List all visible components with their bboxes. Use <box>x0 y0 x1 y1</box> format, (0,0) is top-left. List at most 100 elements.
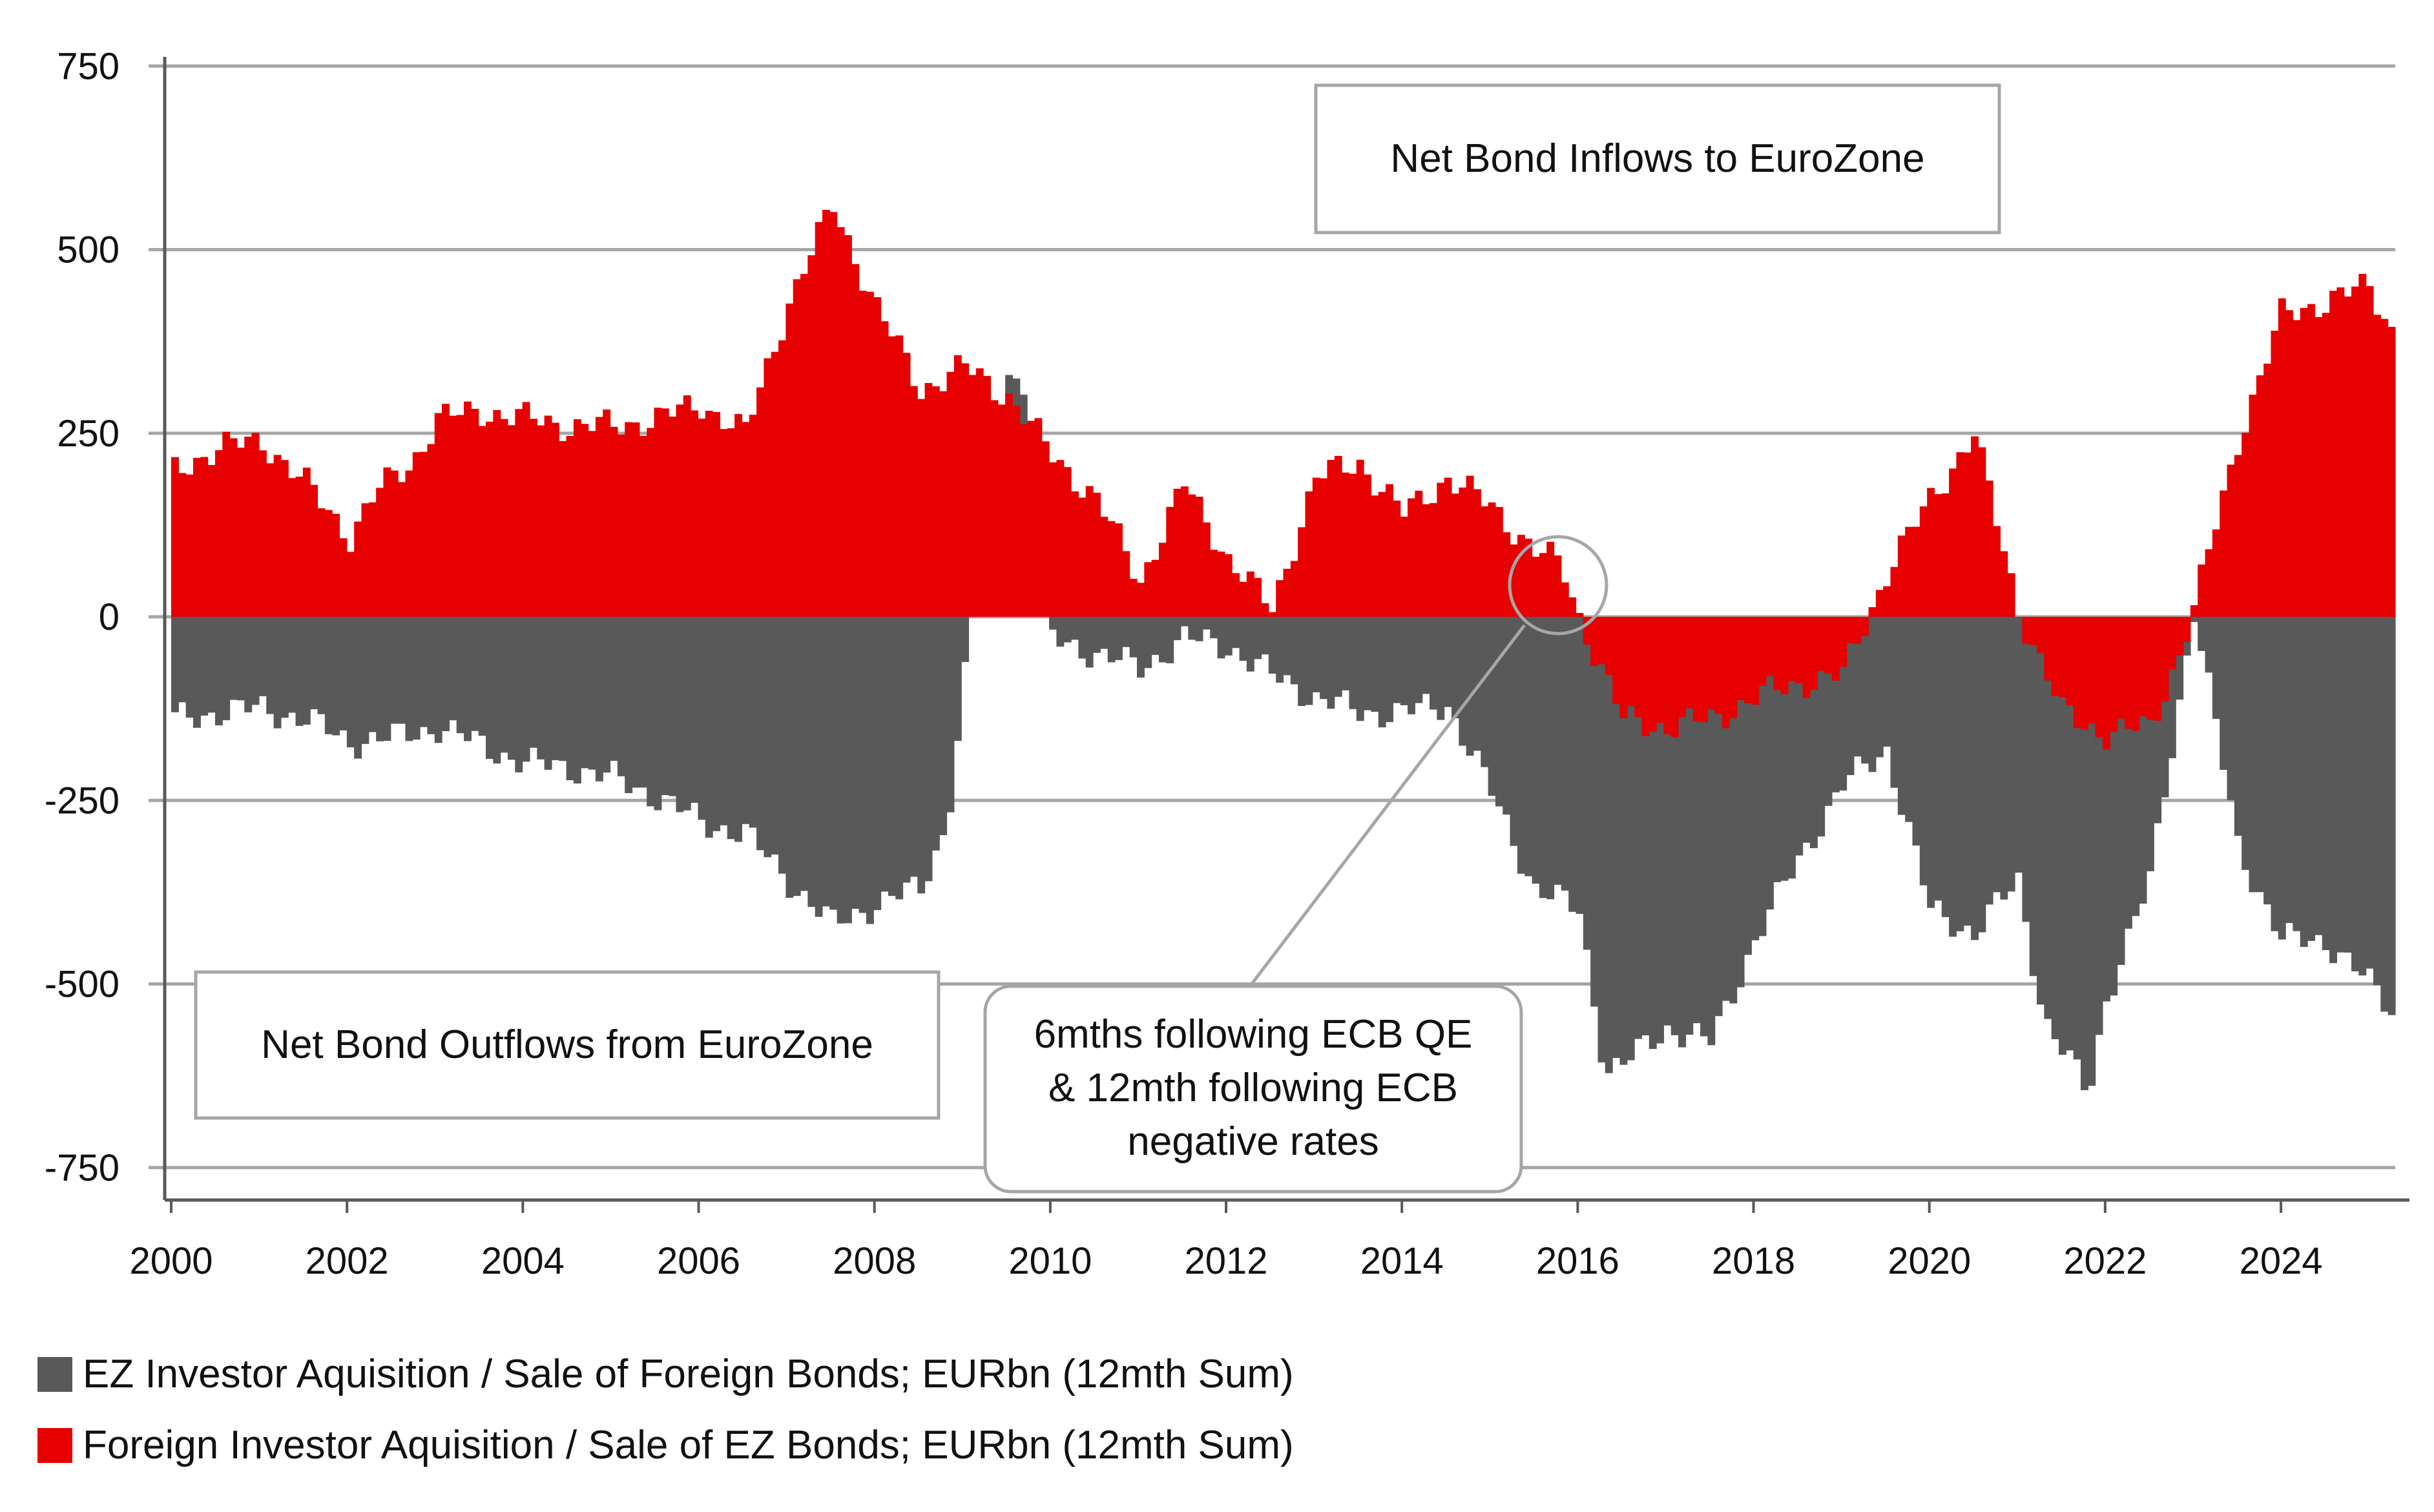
annotation-ecb-box <box>983 984 1523 1194</box>
bar <box>500 617 508 753</box>
bar <box>1949 468 1957 617</box>
bar <box>317 617 326 714</box>
bar <box>1173 488 1181 617</box>
bar <box>1831 617 1840 792</box>
bar <box>1180 486 1189 617</box>
bar <box>2322 313 2330 617</box>
bar <box>1342 617 1350 690</box>
bar <box>1261 617 1269 655</box>
annotation-ecb: 6mths following ECB QE & 12mth following… <box>983 535 1608 1194</box>
bar <box>1393 501 1401 617</box>
bar <box>1378 617 1386 728</box>
bar <box>2146 617 2154 871</box>
annotation-outflows-text: Net Bond Outflows from EuroZone <box>261 1022 873 1067</box>
bar <box>1839 617 1847 791</box>
bar <box>258 450 267 617</box>
bar <box>1714 617 1723 714</box>
bar <box>2132 617 2140 731</box>
bar <box>2249 395 2257 617</box>
bar <box>2234 617 2242 836</box>
bar <box>2300 617 2308 948</box>
bar <box>1590 617 1599 667</box>
bar <box>742 617 750 824</box>
bar <box>2044 617 2052 681</box>
bar <box>2380 318 2389 617</box>
bar <box>581 617 589 769</box>
bar <box>793 617 801 896</box>
bar <box>1875 617 1884 758</box>
bar <box>1817 617 1826 671</box>
bar <box>236 448 245 617</box>
bar <box>654 408 662 617</box>
bar <box>1422 504 1430 617</box>
bar <box>866 291 874 617</box>
bar <box>2124 617 2132 929</box>
bar <box>1627 617 1635 707</box>
bar <box>1758 617 1767 686</box>
bar <box>1422 617 1430 694</box>
bar <box>1224 617 1233 656</box>
bar <box>756 387 764 617</box>
bar <box>515 617 523 772</box>
bar <box>471 408 479 617</box>
bar <box>368 502 377 617</box>
bar <box>1729 617 1738 1004</box>
bar <box>390 470 399 617</box>
bar <box>1202 522 1211 617</box>
bar <box>1744 617 1752 955</box>
bar <box>405 470 413 617</box>
bar <box>2176 617 2184 656</box>
bar <box>873 297 882 617</box>
bar <box>1656 617 1665 723</box>
bar <box>2102 617 2110 750</box>
bar <box>214 617 223 726</box>
bar <box>1195 617 1203 641</box>
bar <box>442 617 450 732</box>
bar <box>1941 617 1950 917</box>
bar <box>1210 617 1218 639</box>
bar <box>1941 493 1950 617</box>
bar <box>1700 617 1708 723</box>
bar <box>310 484 318 617</box>
bar <box>434 617 442 743</box>
bar <box>442 404 450 617</box>
bar <box>990 400 999 617</box>
bar <box>734 414 743 617</box>
bar <box>771 617 779 855</box>
annotation-ecb-leader <box>1249 624 1526 988</box>
y-tick-label: -750 <box>45 1147 120 1189</box>
bar <box>2007 573 2015 617</box>
bar <box>1298 527 1306 617</box>
bar <box>880 321 889 617</box>
bar <box>1122 551 1130 617</box>
y-tick-labels: 750 500 250 0 -250 -500 -750 <box>45 45 120 1189</box>
bar <box>2168 617 2176 670</box>
bar <box>573 617 581 784</box>
bar <box>917 399 926 617</box>
bar <box>573 419 581 617</box>
bar <box>1063 617 1072 643</box>
bar <box>1481 506 1489 617</box>
bar <box>1956 452 1964 617</box>
bar <box>2271 330 2279 617</box>
bar <box>2066 617 2074 1051</box>
bar <box>1678 617 1687 718</box>
bar <box>2168 617 2176 758</box>
legend-label-ez-investor: EZ Investor Aquisition / Sale of Foreign… <box>83 1352 1294 1396</box>
bar <box>1795 617 1804 856</box>
bar <box>500 419 508 617</box>
bar <box>478 426 486 617</box>
bar <box>1451 617 1459 719</box>
bar <box>654 617 662 811</box>
bar <box>1919 617 1928 885</box>
bar <box>661 408 669 617</box>
bar <box>1393 617 1401 703</box>
bar <box>2095 617 2103 1035</box>
bar <box>412 617 421 740</box>
bar <box>1100 517 1108 617</box>
bar <box>1371 617 1379 712</box>
bar <box>207 464 216 617</box>
bar <box>456 617 464 734</box>
bar <box>1188 617 1196 640</box>
